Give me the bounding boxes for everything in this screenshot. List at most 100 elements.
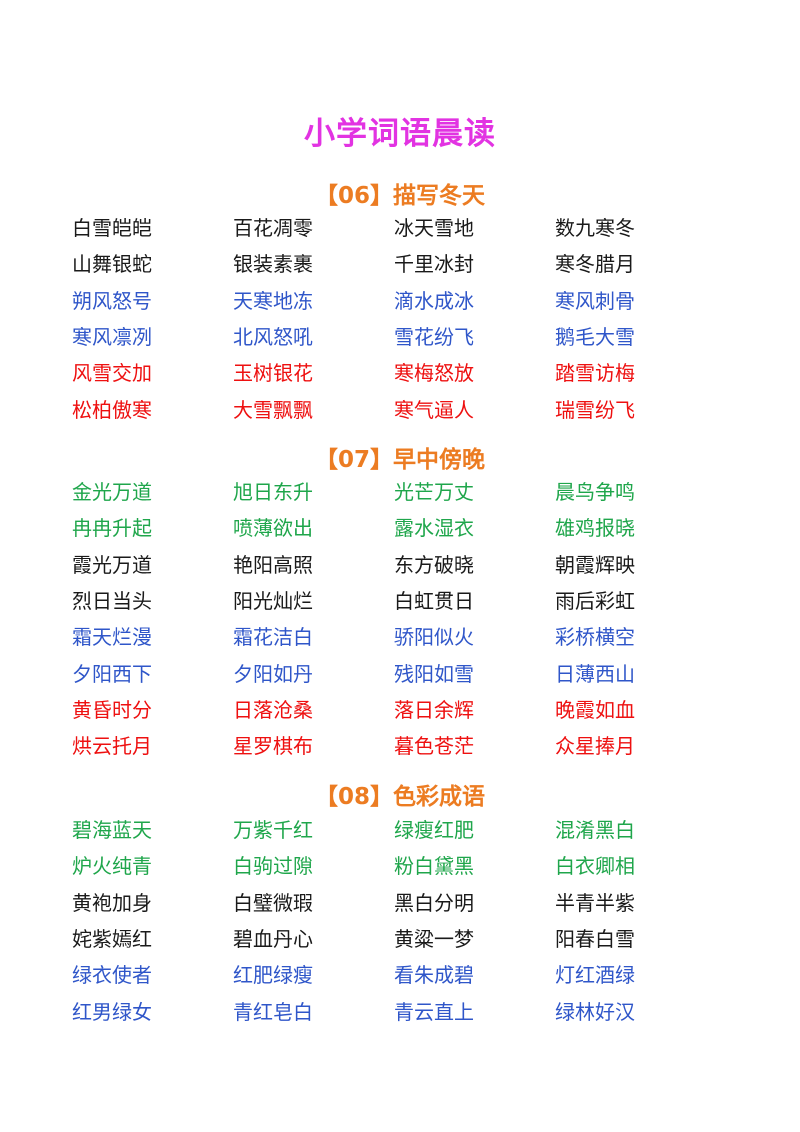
word-item: 日薄西山 — [555, 661, 635, 686]
word-item: 冉冉升起 — [72, 516, 152, 541]
word-grid-colors: 碧海蓝天 万紫千红 绿瘦红肥 混淆黑白炉火纯青 白驹过隙 粉白黛黑 白衣卿相黄袍加身 白璧微瑕… — [72, 812, 732, 1030]
word-item: 露水湿衣 — [394, 516, 474, 541]
page-title: 小学词语晨读 — [304, 116, 496, 152]
word-row: 姹紫嫣红 碧血丹心 黄粱一梦 阳春白雪 — [72, 921, 732, 957]
word-item: 夕阳如丹 — [233, 661, 313, 686]
word-item: 黄粱一梦 — [394, 927, 474, 952]
word-item: 瑞雪纷飞 — [555, 397, 635, 422]
word-row: 烈日当头 阳光灿烂 白虹贯日 雨后彩虹 — [72, 583, 732, 619]
word-grid-day: 金光万道 旭日东升 光芒万丈 晨鸟争鸣 冉冉升起 喷薄欲出 露水湿衣 雄鸡报晓 霞光万道 艳阳高照… — [72, 474, 732, 764]
word-item: 风雪交加 — [72, 361, 152, 386]
word-item: 艳阳高照 — [233, 552, 313, 577]
word-item: 松柏傲寒 — [72, 397, 152, 422]
word-item: 残阳如雪 — [394, 661, 474, 686]
word-item: 落日余辉 — [394, 697, 474, 722]
word-item: 阳春白雪 — [555, 927, 635, 952]
word-item: 晚霞如血 — [555, 697, 635, 722]
section-heading-colors: 【08】色彩成语 — [314, 784, 485, 810]
word-item: 众星捧月 — [555, 734, 635, 759]
word-item: 旭日东升 — [233, 480, 313, 505]
word-item: 暮色苍茫 — [394, 734, 474, 759]
word-item: 山舞银蛇 — [72, 252, 152, 277]
word-item: 碧海蓝天 — [72, 818, 152, 843]
word-row: 烘云托月 星罗棋布 暮色苍茫 众星捧月 — [72, 728, 732, 764]
word-item: 百花凋零 — [233, 216, 313, 241]
word-item: 红男绿女 — [72, 999, 152, 1024]
word-item: 看朱成碧 — [394, 963, 474, 988]
word-item: 雪花纷飞 — [394, 325, 474, 350]
word-item: 半青半紫 — [555, 890, 635, 915]
word-item: 星罗棋布 — [233, 734, 313, 759]
word-item: 绿衣使者 — [72, 963, 152, 988]
word-item: 夕阳西下 — [72, 661, 152, 686]
word-item: 踏雪访梅 — [555, 361, 635, 386]
word-item: 东方破晓 — [394, 552, 474, 577]
word-item: 彩桥横空 — [555, 625, 635, 650]
word-item: 数九寒冬 — [555, 216, 635, 241]
word-item: 姹紫嫣红 — [72, 927, 152, 952]
section-heading-winter: 【06】描写冬天 — [314, 183, 485, 209]
word-item: 白虹贯日 — [394, 589, 474, 614]
word-item: 黄昏时分 — [72, 697, 152, 722]
word-row: 冉冉升起 喷薄欲出 露水湿衣 雄鸡报晓 — [72, 510, 732, 546]
word-item: 晨鸟争鸣 — [555, 480, 635, 505]
word-item: 寒气逼人 — [394, 397, 474, 422]
word-item: 天寒地冻 — [233, 288, 313, 313]
word-item: 鹅毛大雪 — [555, 325, 635, 350]
word-item: 灯红酒绿 — [555, 963, 635, 988]
word-row: 白雪皑皑 百花凋零 冰天雪地 数九寒冬 — [72, 210, 732, 246]
word-item: 万紫千红 — [233, 818, 313, 843]
word-row: 金光万道 旭日东升 光芒万丈 晨鸟争鸣 — [72, 474, 732, 510]
word-grid-winter: 白雪皑皑 百花凋零 冰天雪地 数九寒冬山舞银蛇 银装素裹 千里冰封 寒冬腊月朔风怒号 天寒地冻… — [72, 210, 732, 428]
word-item: 白璧微瑕 — [233, 890, 313, 915]
word-item: 霜天烂漫 — [72, 625, 152, 650]
word-item: 白衣卿相 — [555, 854, 635, 879]
word-item: 碧血丹心 — [233, 927, 313, 952]
word-item: 北风怒吼 — [233, 325, 313, 350]
word-item: 喷薄欲出 — [233, 516, 313, 541]
word-item: 烈日当头 — [72, 589, 152, 614]
word-item: 寒冬腊月 — [555, 252, 635, 277]
word-item: 寒风凛冽 — [72, 325, 152, 350]
word-item: 寒风刺骨 — [555, 288, 635, 313]
word-item: 光芒万丈 — [394, 480, 474, 505]
word-row: 寒风凛冽 北风怒吼 雪花纷飞 鹅毛大雪 — [72, 319, 732, 355]
word-item: 青云直上 — [394, 999, 474, 1024]
word-item: 粉白黛黑 — [394, 854, 474, 879]
word-item: 白雪皑皑 — [72, 216, 152, 241]
word-row: 红男绿女 青红皂白 青云直上 绿林好汉 — [72, 993, 732, 1029]
word-item: 绿林好汉 — [555, 999, 635, 1024]
section-heading-day: 【07】早中傍晚 — [314, 447, 485, 473]
word-item: 冰天雪地 — [394, 216, 474, 241]
word-item: 骄阳似火 — [394, 625, 474, 650]
word-row: 黄昏时分 日落沧桑 落日余辉 晚霞如血 — [72, 692, 732, 728]
word-item: 千里冰封 — [394, 252, 474, 277]
word-row: 霞光万道 艳阳高照 东方破晓 朝霞辉映 — [72, 547, 732, 583]
word-item: 混淆黑白 — [555, 818, 635, 843]
word-row: 松柏傲寒 大雪飘飘 寒气逼人 瑞雪纷飞 — [72, 391, 732, 427]
word-row: 朔风怒号 天寒地冻 滴水成冰 寒风刺骨 — [72, 283, 732, 319]
word-item: 雨后彩虹 — [555, 589, 635, 614]
word-item: 烘云托月 — [72, 734, 152, 759]
word-item: 朝霞辉映 — [555, 552, 635, 577]
word-item: 白驹过隙 — [233, 854, 313, 879]
word-item: 大雪飘飘 — [233, 397, 313, 422]
word-item: 寒梅怒放 — [394, 361, 474, 386]
word-item: 黄袍加身 — [72, 890, 152, 915]
word-item: 银装素裹 — [233, 252, 313, 277]
word-item: 炉火纯青 — [72, 854, 152, 879]
word-item: 朔风怒号 — [72, 288, 152, 313]
word-row: 山舞银蛇 银装素裹 千里冰封 寒冬腊月 — [72, 246, 732, 282]
word-item: 金光万道 — [72, 480, 152, 505]
word-item: 青红皂白 — [233, 999, 313, 1024]
word-item: 绿瘦红肥 — [394, 818, 474, 843]
word-item: 日落沧桑 — [233, 697, 313, 722]
word-item: 滴水成冰 — [394, 288, 474, 313]
word-row: 夕阳西下 夕阳如丹 残阳如雪 日薄西山 — [72, 655, 732, 691]
word-item: 雄鸡报晓 — [555, 516, 635, 541]
word-item: 霜花洁白 — [233, 625, 313, 650]
word-row: 碧海蓝天 万紫千红 绿瘦红肥 混淆黑白 — [72, 812, 732, 848]
word-row: 绿衣使者 红肥绿瘦 看朱成碧 灯红酒绿 — [72, 957, 732, 993]
word-item: 阳光灿烂 — [233, 589, 313, 614]
word-row: 风雪交加 玉树银花 寒梅怒放 踏雪访梅 — [72, 355, 732, 391]
